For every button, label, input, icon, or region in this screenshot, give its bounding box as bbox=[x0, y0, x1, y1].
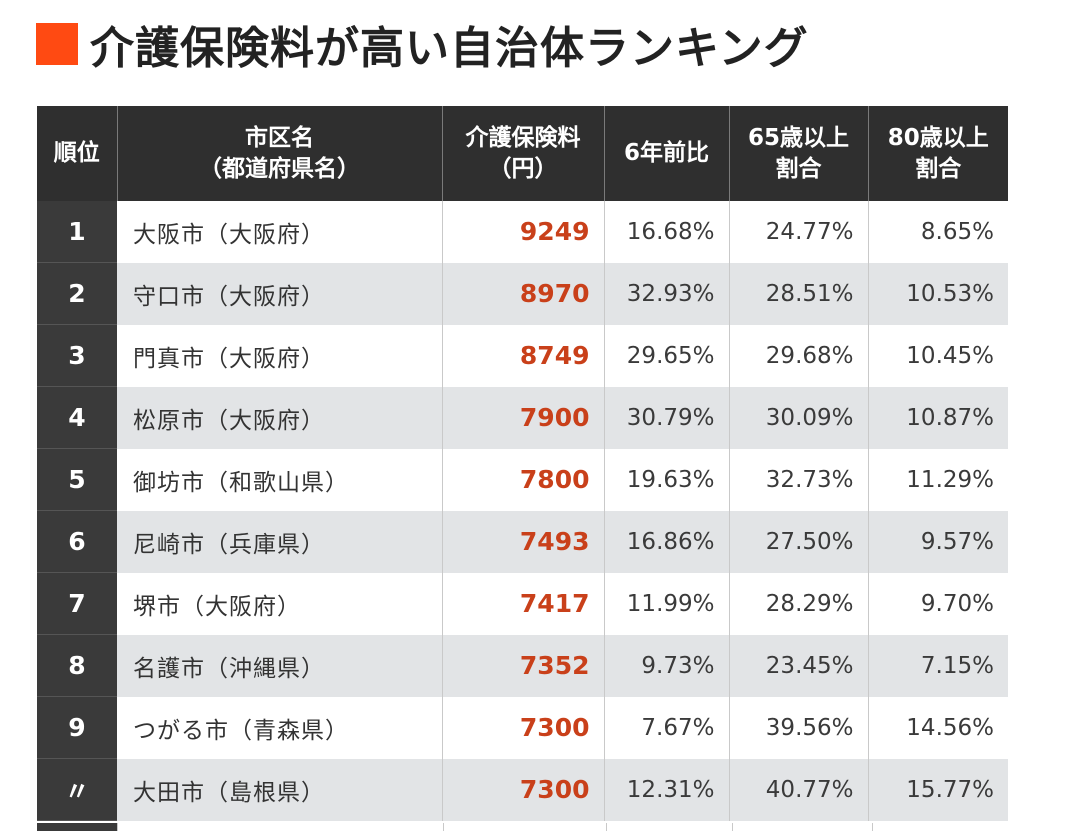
rank-cell: 5 bbox=[37, 448, 117, 511]
change-cell: 16.68% bbox=[604, 201, 730, 263]
table-row: 5 御坊市（和歌山県） 7800 19.63% 32.73% 11.29% bbox=[37, 448, 1008, 511]
rank-cell: 6 bbox=[37, 510, 117, 573]
age80-cell: 10.53% bbox=[868, 262, 1008, 325]
title-marker-square bbox=[36, 23, 78, 65]
city-cell: 大阪市（大阪府） bbox=[117, 201, 443, 263]
age80-cell: 11.29% bbox=[868, 448, 1008, 511]
header-city: 市区名 （都道府県名） bbox=[117, 106, 443, 201]
fee-cell: 7800 bbox=[442, 448, 605, 511]
change-cell: 11.99% bbox=[604, 572, 730, 635]
header-age80: 80歳以上 割合 bbox=[868, 106, 1008, 201]
city-cell: 松原市（大阪府） bbox=[117, 386, 443, 449]
rank-cell: 3 bbox=[37, 324, 117, 387]
ranking-table: 順位 市区名 （都道府県名） 介護保険料 （円） 6年前比 65歳以上 割合 80歳以… bbox=[37, 106, 1008, 821]
city-cell: 堺市（大阪府） bbox=[117, 572, 443, 635]
rank-cell: 7 bbox=[37, 572, 117, 635]
header-age65: 65歳以上 割合 bbox=[729, 106, 869, 201]
age80-cell: 15.77% bbox=[868, 758, 1008, 821]
table-row: 7 堺市（大阪府） 7417 11.99% 28.29% 9.70% bbox=[37, 572, 1008, 635]
age65-cell: 32.73% bbox=[729, 448, 869, 511]
page-title: 介護保険料が高い自治体ランキング bbox=[36, 14, 809, 74]
table-row: 〃大田市（島根県） 7300 12.31% 40.77% 15.77% bbox=[37, 758, 1008, 821]
city-cell: 尼崎市（兵庫県） bbox=[117, 510, 443, 573]
fee-cell: 9249 bbox=[442, 201, 605, 263]
change-cell: 16.86% bbox=[604, 510, 730, 573]
age80-cell: 9.57% bbox=[868, 510, 1008, 573]
age80-cell: 14.56% bbox=[868, 696, 1008, 759]
change-cell: 32.93% bbox=[604, 262, 730, 325]
age65-cell: 29.68% bbox=[729, 324, 869, 387]
age80-cell: 10.87% bbox=[868, 386, 1008, 449]
table-row: 8 名護市（沖縄県） 7352 9.73% 23.45% 7.15% bbox=[37, 634, 1008, 697]
city-cell: 守口市（大阪府） bbox=[117, 262, 443, 325]
age65-cell: 24.77% bbox=[729, 201, 869, 263]
fee-cell: 8970 bbox=[442, 262, 605, 325]
city-cell: 名護市（沖縄県） bbox=[117, 634, 443, 697]
age80-cell: 7.15% bbox=[868, 634, 1008, 697]
fee-cell: 7300 bbox=[442, 696, 605, 759]
age65-cell: 40.77% bbox=[729, 758, 869, 821]
table-body: 1 大阪市（大阪府） 9249 16.68% 24.77% 8.65% 2 守口市（大阪府） 8… bbox=[37, 201, 1008, 821]
title-text: 介護保険料が高い自治体ランキング bbox=[90, 23, 809, 74]
fee-cell: 7493 bbox=[442, 510, 605, 573]
rank-cell: 〃 bbox=[37, 758, 117, 821]
table-row: 4 松原市（大阪府） 7900 30.79% 30.09% 10.87% bbox=[37, 386, 1008, 449]
city-cell: 大田市（島根県） bbox=[117, 758, 443, 821]
fee-cell: 7417 bbox=[442, 572, 605, 635]
change-cell: 7.67% bbox=[604, 696, 730, 759]
rank-cell: 9 bbox=[37, 696, 117, 759]
rank-cell: 8 bbox=[37, 634, 117, 697]
age80-cell: 9.70% bbox=[868, 572, 1008, 635]
age65-cell: 23.45% bbox=[729, 634, 869, 697]
city-cell: 御坊市（和歌山県） bbox=[117, 448, 443, 511]
age65-cell: 30.09% bbox=[729, 386, 869, 449]
fee-cell: 7352 bbox=[442, 634, 605, 697]
table-row: 9 つがる市（青森県） 7300 7.67% 39.56% 14.56% bbox=[37, 696, 1008, 759]
fee-cell: 8749 bbox=[442, 324, 605, 387]
rank-cell: 1 bbox=[37, 201, 117, 263]
table-continuation bbox=[37, 823, 1008, 831]
age65-cell: 28.51% bbox=[729, 262, 869, 325]
change-cell: 29.65% bbox=[604, 324, 730, 387]
city-cell: つがる市（青森県） bbox=[117, 696, 443, 759]
header-change: 6年前比 bbox=[604, 106, 730, 201]
fee-cell: 7300 bbox=[442, 758, 605, 821]
change-cell: 9.73% bbox=[604, 634, 730, 697]
table-row: 2 守口市（大阪府） 8970 32.93% 28.51% 10.53% bbox=[37, 262, 1008, 325]
rank-cell: 4 bbox=[37, 386, 117, 449]
header-rank: 順位 bbox=[37, 106, 118, 201]
table-header-row: 順位 市区名 （都道府県名） 介護保険料 （円） 6年前比 65歳以上 割合 80歳以… bbox=[37, 106, 1008, 201]
city-cell: 門真市（大阪府） bbox=[117, 324, 443, 387]
change-cell: 12.31% bbox=[604, 758, 730, 821]
age65-cell: 39.56% bbox=[729, 696, 869, 759]
age65-cell: 28.29% bbox=[729, 572, 869, 635]
age80-cell: 10.45% bbox=[868, 324, 1008, 387]
table-row: 6 尼崎市（兵庫県） 7493 16.86% 27.50% 9.57% bbox=[37, 510, 1008, 573]
change-cell: 30.79% bbox=[604, 386, 730, 449]
change-cell: 19.63% bbox=[604, 448, 730, 511]
age65-cell: 27.50% bbox=[729, 510, 869, 573]
fee-cell: 7900 bbox=[442, 386, 605, 449]
table-row: 1 大阪市（大阪府） 9249 16.68% 24.77% 8.65% bbox=[37, 201, 1008, 263]
age80-cell: 8.65% bbox=[868, 201, 1008, 263]
table-row: 3 門真市（大阪府） 8749 29.65% 29.68% 10.45% bbox=[37, 324, 1008, 387]
rank-cell: 2 bbox=[37, 262, 117, 325]
header-fee: 介護保険料 （円） bbox=[442, 106, 605, 201]
